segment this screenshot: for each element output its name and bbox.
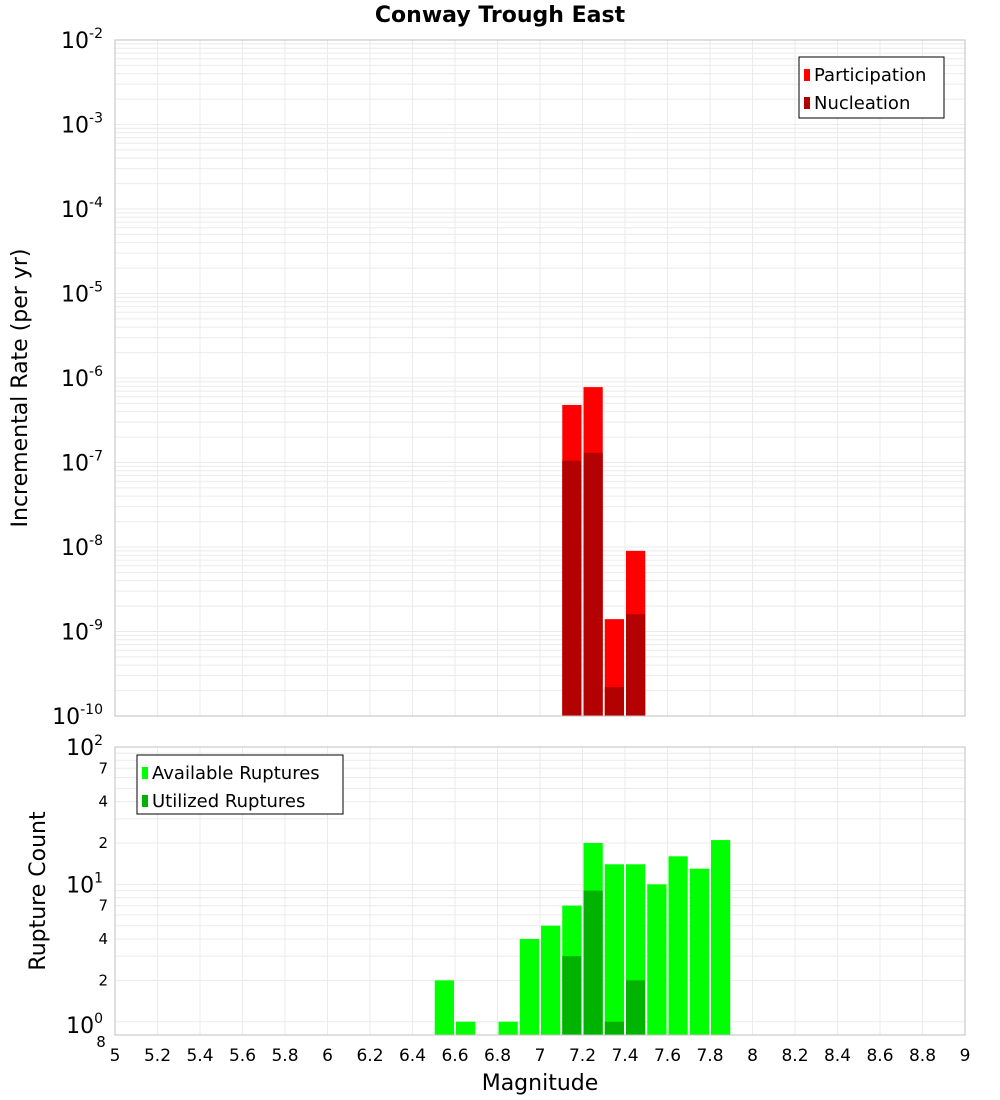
rate-y-ticks: 10-10 10-9 10-8 10-7 10-6 10-5 10-4 10-3 10-2 xyxy=(52,26,103,730)
y-tick-label: 10-9 xyxy=(61,618,103,646)
legend-box xyxy=(136,754,344,815)
y-tick-label: 10-2 xyxy=(61,26,103,54)
x-tick-label: 6.6 xyxy=(441,1046,468,1066)
y-tick-label: 8 xyxy=(96,1033,106,1051)
bar-primary xyxy=(668,856,688,1035)
bar-secondary xyxy=(562,460,582,716)
count-y-axis-label: Rupture Count xyxy=(26,811,51,971)
y-tick-label: 10-8 xyxy=(61,533,103,561)
bar-primary xyxy=(498,1021,518,1035)
y-tick-label: 102 xyxy=(66,733,103,761)
x-tick-label: 9 xyxy=(960,1046,971,1066)
legend-swatch xyxy=(142,795,148,807)
legend-box xyxy=(798,56,945,119)
bar-primary xyxy=(519,939,539,1035)
y-tick-label: 10-7 xyxy=(61,449,103,477)
x-tick-label: 5.6 xyxy=(229,1046,256,1066)
x-tick-label: 6.4 xyxy=(399,1046,426,1066)
x-tick-label: 7 xyxy=(535,1046,546,1066)
legend-label: Available Ruptures xyxy=(152,763,320,784)
y-tick-label: 10-10 xyxy=(52,702,103,730)
y-tick-label: 10-6 xyxy=(61,364,103,392)
y-tick-label: 7 xyxy=(98,759,108,777)
y-tick-label: 4 xyxy=(98,930,108,948)
rate-legend: Participation Nucleation xyxy=(798,56,945,119)
bar-secondary xyxy=(562,956,582,1035)
legend-label: Nucleation xyxy=(814,93,910,114)
bar-secondary xyxy=(604,687,624,716)
y-tick-label: 10-5 xyxy=(61,280,103,308)
x-tick-label: 5.4 xyxy=(186,1046,213,1066)
x-tick-label: 5.8 xyxy=(271,1046,298,1066)
bar-primary xyxy=(689,868,709,1035)
bar-secondary xyxy=(626,614,646,716)
bar-primary xyxy=(456,1021,476,1035)
legend-swatch xyxy=(142,767,148,779)
x-tick-label: 6 xyxy=(322,1046,333,1066)
x-tick-label: 5 xyxy=(110,1046,121,1066)
y-tick-label: 7 xyxy=(98,897,108,915)
y-tick-label: 4 xyxy=(98,793,108,811)
x-tick-label: 5.2 xyxy=(144,1046,171,1066)
bar-primary xyxy=(711,840,731,1035)
x-axis-label: Magnitude xyxy=(482,1071,599,1096)
rate-y-axis-label: Incremental Rate (per yr) xyxy=(8,249,33,528)
bar-primary xyxy=(604,864,624,1035)
rate-grid xyxy=(114,40,966,717)
rate-panel: 10-10 10-9 10-8 10-7 10-6 10-5 10-4 10-3 10-2 In… xyxy=(8,26,966,730)
y-tick-label: 101 xyxy=(66,870,103,898)
x-tick-label: 7.8 xyxy=(696,1046,723,1066)
bar-secondary xyxy=(626,980,646,1035)
bar-secondary xyxy=(583,890,603,1035)
legend-swatch xyxy=(804,69,810,81)
rate-bars xyxy=(562,387,646,716)
rate-plot-frame xyxy=(114,39,966,717)
x-tick-label: 7.6 xyxy=(654,1046,681,1066)
bar-secondary xyxy=(583,452,603,716)
x-tick-label: 8.6 xyxy=(866,1046,893,1066)
x-tick-label: 6.2 xyxy=(356,1046,383,1066)
bar-primary xyxy=(434,980,454,1035)
count-plot-frame xyxy=(114,746,966,1036)
x-tick-label: 8 xyxy=(747,1046,758,1066)
y-tick-label: 10-4 xyxy=(61,195,103,223)
x-tick-label: 6.8 xyxy=(484,1046,511,1066)
y-tick-label: 100 xyxy=(66,1011,103,1039)
x-tick-label: 8.2 xyxy=(781,1046,808,1066)
legend-label: Utilized Ruptures xyxy=(152,791,305,812)
legend-swatch xyxy=(804,97,810,109)
x-tick-label: 8.4 xyxy=(824,1046,851,1066)
y-tick-label: 10-3 xyxy=(61,111,103,139)
bar-primary xyxy=(647,884,667,1035)
x-tick-label: 7.2 xyxy=(569,1046,596,1066)
legend-label: Participation xyxy=(814,65,926,86)
y-tick-label: 2 xyxy=(98,834,108,852)
bar-primary xyxy=(541,925,561,1035)
bar-secondary xyxy=(604,1021,624,1035)
count-bars xyxy=(434,840,731,1035)
x-ticks: 5 5.2 5.4 5.6 5.8 6 6.2 6.4 6.6 6.8 7 7.2 7.4 7.6 7.8 8… xyxy=(110,1046,971,1066)
x-tick-label: 7.4 xyxy=(611,1046,638,1066)
count-legend: Available Ruptures Utilized Ruptures xyxy=(136,754,344,815)
x-tick-label: 8.8 xyxy=(909,1046,936,1066)
chart-title: Conway Trough East xyxy=(375,3,626,28)
y-tick-label: 2 xyxy=(98,971,108,989)
